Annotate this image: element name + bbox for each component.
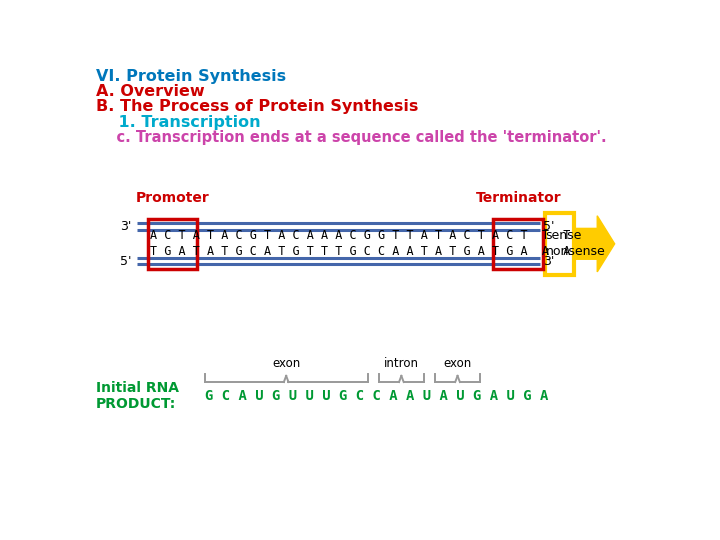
Text: G C A U G U U U G C C A A U A U G A U G A: G C A U G U U U G C C A A U A U G A U G … — [204, 389, 548, 403]
Bar — [148, 219, 197, 269]
Text: T G A T A T G C A T G T T T G C C A A T A T G A T G A  A  A: T G A T A T G C A T G T T T G C C A A T … — [150, 245, 571, 258]
Text: 5': 5' — [120, 255, 132, 268]
Bar — [545, 213, 575, 275]
Text: Promoter: Promoter — [135, 191, 210, 205]
Text: 5': 5' — [543, 220, 554, 233]
Text: intron: intron — [384, 357, 419, 370]
Text: A C T A T A C G T A C A A A C G G T T A T A C T A C T  T  T: A C T A T A C G T A C A A A C G G T T A … — [150, 230, 571, 242]
Text: c. Transcription ends at a sequence called the 'terminator'.: c. Transcription ends at a sequence call… — [96, 130, 607, 145]
Text: Initial RNA
PRODUCT:: Initial RNA PRODUCT: — [96, 381, 179, 411]
Text: exon: exon — [272, 357, 300, 370]
Bar — [493, 219, 544, 269]
Text: A. Overview: A. Overview — [96, 84, 204, 99]
Text: VI. Protein Synthesis: VI. Protein Synthesis — [96, 69, 287, 84]
Text: 1. Transcription: 1. Transcription — [96, 115, 261, 130]
Text: sense: sense — [546, 230, 582, 242]
Polygon shape — [576, 216, 615, 272]
Text: nonsense: nonsense — [546, 245, 606, 258]
Text: 3': 3' — [543, 255, 554, 268]
Text: 3': 3' — [120, 220, 132, 233]
Text: Terminator: Terminator — [475, 191, 561, 205]
Text: exon: exon — [444, 357, 472, 370]
Text: B. The Process of Protein Synthesis: B. The Process of Protein Synthesis — [96, 99, 418, 114]
